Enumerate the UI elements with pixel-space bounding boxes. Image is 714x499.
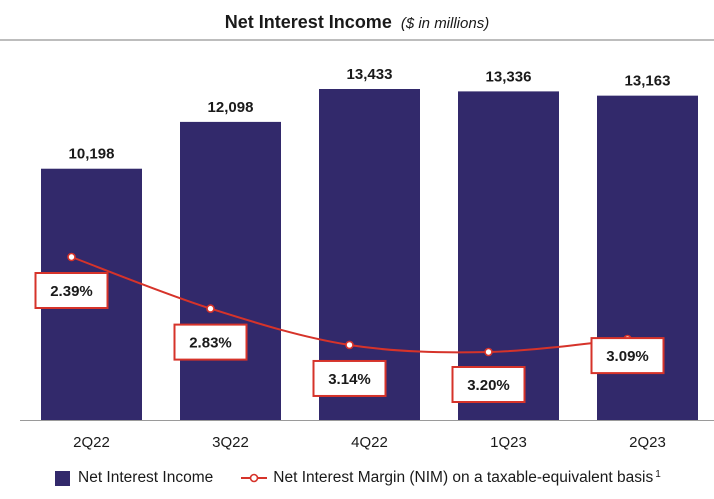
nim-point-1Q23 bbox=[484, 347, 493, 357]
legend-label-nim: Net Interest Margin (NIM) on a taxable-e… bbox=[273, 469, 654, 486]
chart-subtitle: ($ in millions) bbox=[400, 15, 490, 32]
x-tick-label: 2Q23 bbox=[629, 434, 666, 451]
legend-swatch-bar bbox=[55, 470, 70, 486]
bar-value-label: 12,098 bbox=[208, 99, 254, 116]
legend-item-nii: Net Interest Income bbox=[55, 469, 213, 487]
chart-legend: Net Interest Income Net Interest Margin … bbox=[55, 469, 661, 487]
nim-value-label: 3.14% bbox=[328, 371, 371, 388]
legend-footnote-marker: 1 bbox=[655, 468, 661, 480]
nim-point-2Q22 bbox=[67, 252, 76, 262]
nim-value-label: 3.09% bbox=[606, 348, 649, 365]
legend-label-nii: Net Interest Income bbox=[78, 469, 214, 486]
chart-title: Net Interest Income ($ in millions) bbox=[0, 12, 714, 33]
nim-label-box bbox=[173, 323, 248, 361]
bar-value-label: 10,198 bbox=[69, 146, 115, 163]
bar-value-label: 13,433 bbox=[347, 66, 393, 83]
nim-point-4Q22 bbox=[345, 340, 354, 350]
x-tick-label: 1Q23 bbox=[490, 434, 527, 451]
nim-label-box bbox=[312, 359, 387, 397]
x-tick-label: 4Q22 bbox=[351, 434, 388, 451]
nim-label-box bbox=[590, 337, 665, 375]
chart-title-text: Net Interest Income bbox=[224, 12, 392, 32]
legend-swatch-line bbox=[241, 473, 268, 483]
bar-1Q23 bbox=[458, 91, 559, 420]
nim-value-label: 2.39% bbox=[50, 283, 93, 300]
bar-3Q22 bbox=[180, 121, 281, 421]
bar-value-label: 13,163 bbox=[625, 73, 671, 90]
nim-label-box bbox=[34, 272, 109, 309]
title-divider bbox=[0, 39, 714, 41]
nim-label-box bbox=[451, 366, 526, 403]
bar-value-label: 13,336 bbox=[486, 68, 532, 85]
legend-item-nim: Net Interest Margin (NIM) on a taxable-e… bbox=[213, 469, 661, 487]
nim-value-label: 3.20% bbox=[467, 377, 510, 394]
x-tick-label: 3Q22 bbox=[212, 434, 249, 451]
nim-value-label: 2.83% bbox=[189, 335, 232, 352]
nim-point-3Q22 bbox=[206, 304, 215, 313]
x-tick-label: 2Q22 bbox=[73, 434, 110, 451]
